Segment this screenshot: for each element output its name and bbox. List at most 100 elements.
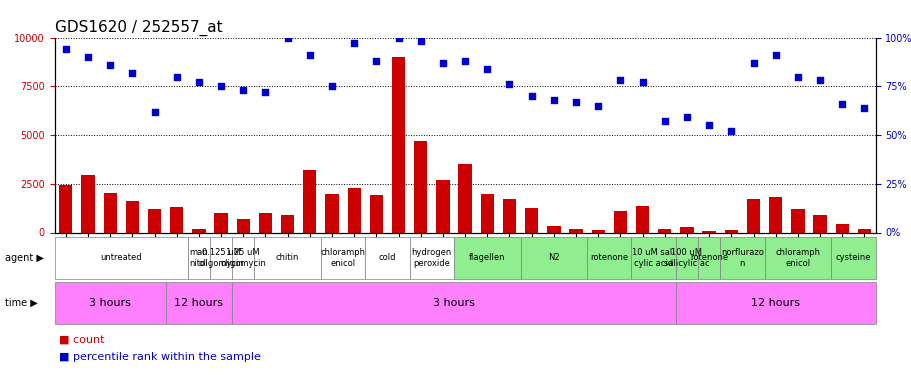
Bar [834, 224, 848, 232]
Bar [568, 229, 582, 232]
Bar [435, 180, 449, 232]
Point [657, 118, 671, 124]
FancyBboxPatch shape [55, 282, 166, 324]
Bar [658, 229, 670, 232]
Text: 3 hours: 3 hours [89, 298, 131, 308]
FancyBboxPatch shape [188, 237, 210, 279]
Point [502, 81, 517, 87]
Text: flagellen: flagellen [468, 254, 505, 262]
Bar [813, 215, 825, 232]
Point [635, 80, 650, 86]
Point [169, 74, 184, 80]
Bar [502, 200, 516, 232]
Point [147, 109, 161, 115]
Point [568, 99, 583, 105]
Text: 0.125 uM
oligomycin: 0.125 uM oligomycin [198, 248, 244, 267]
Bar [746, 200, 760, 232]
Text: time ▶: time ▶ [5, 298, 37, 308]
FancyBboxPatch shape [321, 237, 365, 279]
Bar [59, 185, 72, 232]
Bar [613, 211, 627, 232]
Point [236, 87, 251, 93]
FancyBboxPatch shape [587, 237, 630, 279]
Bar [192, 229, 205, 232]
FancyBboxPatch shape [232, 282, 675, 324]
Text: N2: N2 [548, 254, 559, 262]
Bar [392, 57, 404, 232]
Text: 10 uM sali
cylic acid: 10 uM sali cylic acid [631, 248, 674, 267]
FancyBboxPatch shape [166, 282, 232, 324]
Point [701, 122, 716, 128]
Point [413, 38, 427, 44]
Text: agent ▶: agent ▶ [5, 253, 44, 263]
Point [723, 128, 738, 134]
Text: cysteine: cysteine [834, 254, 870, 262]
Point [524, 93, 538, 99]
Bar [302, 170, 316, 232]
Text: chitin: chitin [276, 254, 299, 262]
Bar [259, 213, 271, 232]
Bar [635, 206, 649, 232]
Text: rotenone: rotenone [589, 254, 628, 262]
Bar [148, 209, 161, 232]
Bar [768, 197, 782, 232]
Text: untreated: untreated [100, 254, 142, 262]
Bar [325, 194, 338, 232]
Bar [791, 209, 804, 232]
Text: ■ count: ■ count [59, 335, 105, 345]
Text: chloramph
enicol: chloramph enicol [774, 248, 820, 267]
Text: 1.25 uM
oligomycin: 1.25 uM oligomycin [220, 248, 266, 267]
FancyBboxPatch shape [520, 237, 587, 279]
Bar [547, 226, 560, 232]
Point [856, 105, 871, 111]
Text: hydrogen
peroxide: hydrogen peroxide [411, 248, 452, 267]
Bar [458, 164, 471, 232]
Text: 12 hours: 12 hours [751, 298, 799, 308]
Point [280, 34, 294, 40]
Point [191, 80, 206, 86]
FancyBboxPatch shape [254, 237, 321, 279]
FancyBboxPatch shape [210, 237, 232, 279]
Bar [104, 192, 117, 232]
Bar [701, 231, 715, 232]
Bar [857, 229, 870, 232]
Bar [169, 207, 183, 232]
Text: ■ percentile rank within the sample: ■ percentile rank within the sample [59, 352, 261, 362]
Point [103, 62, 118, 68]
Bar [81, 175, 95, 232]
FancyBboxPatch shape [454, 237, 520, 279]
Bar [724, 230, 737, 232]
Point [790, 74, 804, 80]
Text: 12 hours: 12 hours [174, 298, 223, 308]
Bar [369, 195, 383, 232]
FancyBboxPatch shape [409, 237, 454, 279]
Point [324, 83, 339, 89]
Point [391, 34, 405, 40]
FancyBboxPatch shape [763, 237, 830, 279]
Point [590, 103, 605, 109]
Text: man
nitol: man nitol [189, 248, 208, 267]
Text: GDS1620 / 252557_at: GDS1620 / 252557_at [55, 20, 222, 36]
Bar [525, 208, 537, 232]
Point [213, 83, 228, 89]
FancyBboxPatch shape [55, 237, 188, 279]
Bar [214, 213, 228, 232]
Bar [281, 215, 294, 232]
Point [435, 60, 450, 66]
Text: rotenone: rotenone [690, 254, 727, 262]
FancyBboxPatch shape [630, 237, 675, 279]
Bar [591, 230, 604, 232]
FancyBboxPatch shape [365, 237, 409, 279]
Text: chloramph
enicol: chloramph enicol [321, 248, 365, 267]
Bar [480, 195, 494, 232]
FancyBboxPatch shape [697, 237, 720, 279]
Point [612, 77, 627, 83]
Point [369, 58, 384, 64]
Point [812, 77, 826, 83]
FancyBboxPatch shape [830, 237, 875, 279]
Point [80, 54, 95, 60]
Point [768, 52, 783, 58]
Bar [126, 201, 138, 232]
FancyBboxPatch shape [232, 237, 254, 279]
Bar [414, 141, 427, 232]
